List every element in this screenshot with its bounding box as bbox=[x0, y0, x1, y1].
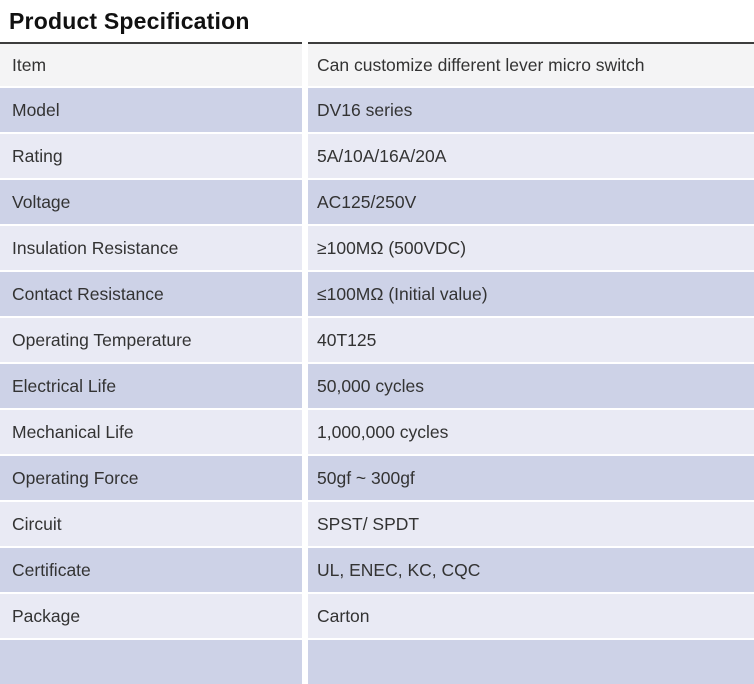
spec-label: Electrical Life bbox=[0, 364, 302, 408]
spec-value: DV16 series bbox=[308, 88, 754, 132]
spec-label: Mechanical Life bbox=[0, 410, 302, 454]
table-row: Circuit SPST/ SPDT bbox=[0, 502, 754, 546]
table-row: Insulation Resistance ≥100MΩ (500VDC) bbox=[0, 226, 754, 270]
spec-label bbox=[0, 640, 302, 684]
spec-label: Contact Resistance bbox=[0, 272, 302, 316]
spec-label: Operating Temperature bbox=[0, 318, 302, 362]
table-row: Package Carton bbox=[0, 594, 754, 638]
spec-label: Package bbox=[0, 594, 302, 638]
spec-label: Voltage bbox=[0, 180, 302, 224]
table-row: Item Can customize different lever micro… bbox=[0, 42, 754, 86]
spec-label: Item bbox=[0, 42, 302, 86]
spec-label: Model bbox=[0, 88, 302, 132]
spec-table: Item Can customize different lever micro… bbox=[0, 42, 754, 684]
table-row: Electrical Life 50,000 cycles bbox=[0, 364, 754, 408]
spec-value: 50gf ~ 300gf bbox=[308, 456, 754, 500]
spec-label: Circuit bbox=[0, 502, 302, 546]
spec-value: 5A/10A/16A/20A bbox=[308, 134, 754, 178]
table-row: Contact Resistance ≤100MΩ (Initial value… bbox=[0, 272, 754, 316]
spec-value bbox=[308, 640, 754, 684]
spec-value: UL, ENEC, KC, CQC bbox=[308, 548, 754, 592]
spec-label: Rating bbox=[0, 134, 302, 178]
spec-value: ≤100MΩ (Initial value) bbox=[308, 272, 754, 316]
table-row bbox=[0, 640, 754, 684]
table-row: Certificate UL, ENEC, KC, CQC bbox=[0, 548, 754, 592]
product-spec-section: Product Specification Item Can customize… bbox=[0, 7, 754, 684]
spec-value: ≥100MΩ (500VDC) bbox=[308, 226, 754, 270]
spec-value: Can customize different lever micro swit… bbox=[308, 42, 754, 86]
spec-value: SPST/ SPDT bbox=[308, 502, 754, 546]
spec-label: Certificate bbox=[0, 548, 302, 592]
spec-value: 50,000 cycles bbox=[308, 364, 754, 408]
spec-label: Operating Force bbox=[0, 456, 302, 500]
page-title: Product Specification bbox=[9, 8, 250, 34]
table-row: Operating Force 50gf ~ 300gf bbox=[0, 456, 754, 500]
spec-label: Insulation Resistance bbox=[0, 226, 302, 270]
table-row: Model DV16 series bbox=[0, 88, 754, 132]
spec-value: 1,000,000 cycles bbox=[308, 410, 754, 454]
table-row: Voltage AC125/250V bbox=[0, 180, 754, 224]
spec-value: Carton bbox=[308, 594, 754, 638]
table-row: Rating 5A/10A/16A/20A bbox=[0, 134, 754, 178]
table-row: Mechanical Life 1,000,000 cycles bbox=[0, 410, 754, 454]
spec-value: 40T125 bbox=[308, 318, 754, 362]
table-row: Operating Temperature 40T125 bbox=[0, 318, 754, 362]
spec-value: AC125/250V bbox=[308, 180, 754, 224]
